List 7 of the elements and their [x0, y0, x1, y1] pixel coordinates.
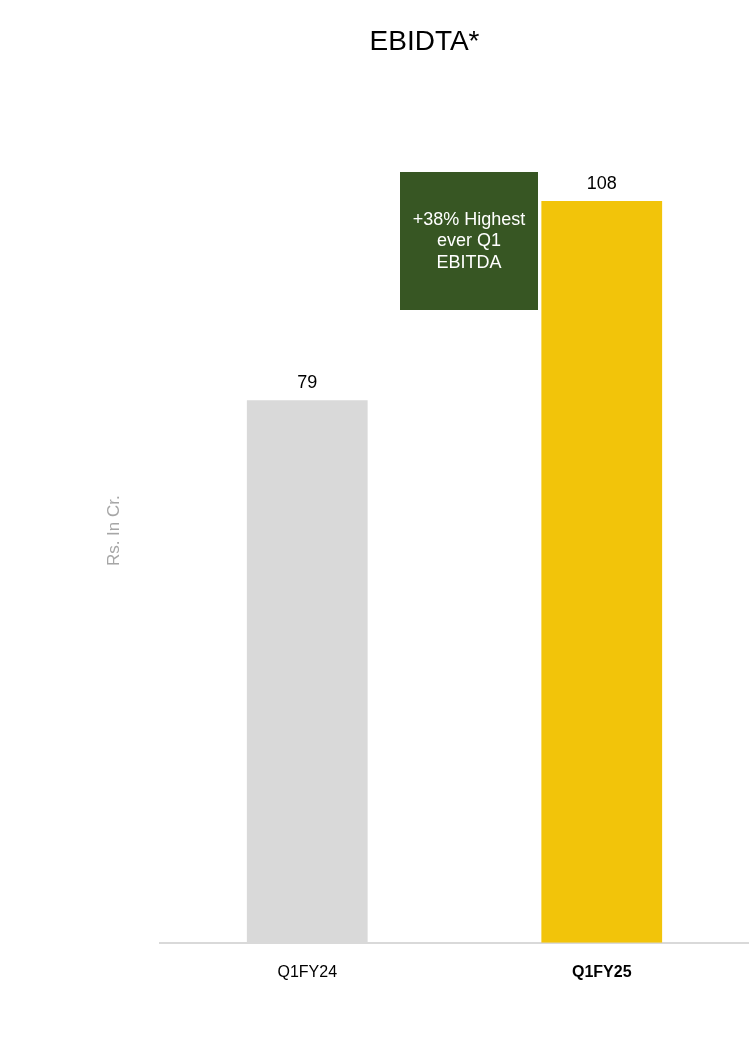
x-tick-label: Q1FY24	[277, 962, 338, 980]
callout-box: +38% Highest ever Q1 EBITDA	[400, 172, 538, 310]
y-axis-title: Rs. In Cr.	[103, 495, 123, 567]
data-label: 108	[586, 172, 617, 193]
data-label: 79	[297, 372, 318, 393]
x-tick-label: Q1FY25	[571, 962, 632, 980]
chart-title: EBIDTA*	[369, 24, 480, 56]
